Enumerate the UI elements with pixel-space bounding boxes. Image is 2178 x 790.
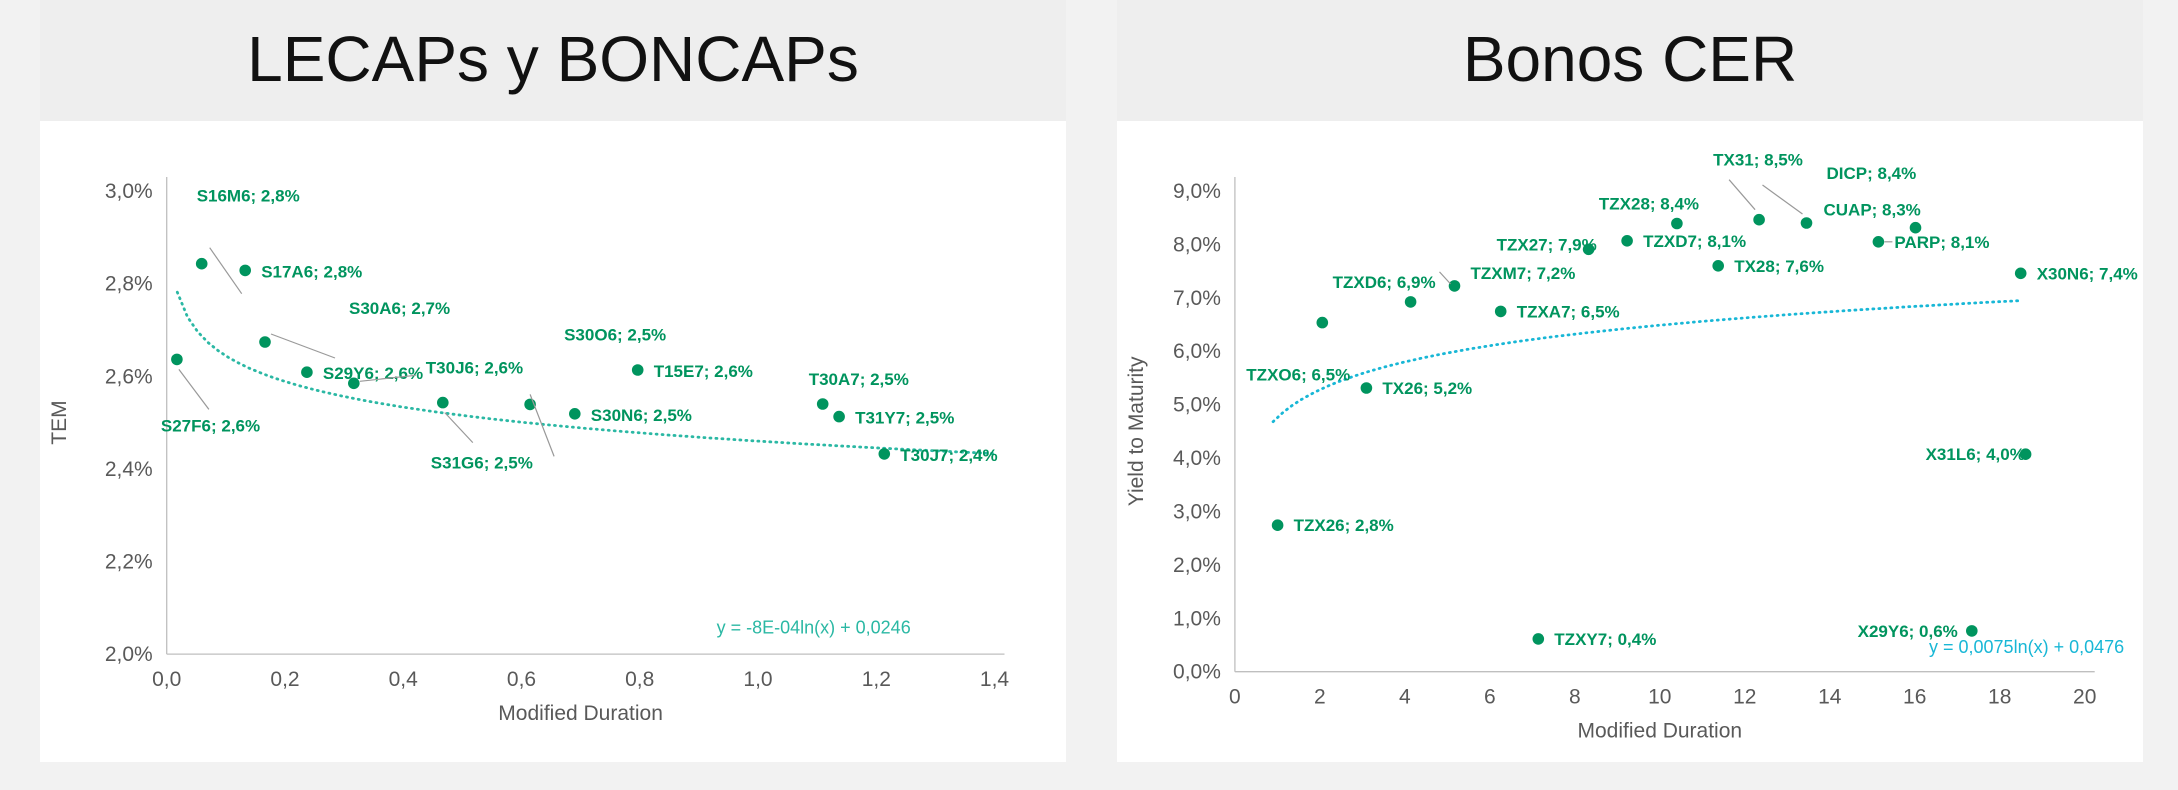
svg-text:TZXO6; 6,5%: TZXO6; 6,5% <box>1246 366 1350 385</box>
svg-text:2: 2 <box>1314 686 1326 709</box>
svg-text:0,0%: 0,0% <box>1173 661 1221 684</box>
svg-text:S30N6; 2,5%: S30N6; 2,5% <box>591 406 692 425</box>
svg-text:Modified Duration: Modified Duration <box>498 702 663 725</box>
svg-text:X29Y6; 0,6%: X29Y6; 0,6% <box>1858 622 1958 641</box>
svg-text:T31Y7; 2,5%: T31Y7; 2,5% <box>855 409 954 428</box>
svg-text:8: 8 <box>1569 686 1581 709</box>
svg-text:1,0%: 1,0% <box>1173 607 1221 630</box>
svg-text:TZXY7; 0,4%: TZXY7; 0,4% <box>1554 630 1656 649</box>
svg-text:TZXD7; 8,1%: TZXD7; 8,1% <box>1643 232 1746 251</box>
svg-text:CUAP; 8,3%: CUAP; 8,3% <box>1824 201 1921 220</box>
svg-text:S31G6; 2,5%: S31G6; 2,5% <box>431 454 533 473</box>
svg-text:4,0%: 4,0% <box>1173 447 1221 470</box>
svg-text:T15E7; 2,6%: T15E7; 2,6% <box>654 362 753 381</box>
svg-text:TZX27; 7,9%: TZX27; 7,9% <box>1497 235 1597 254</box>
svg-text:1,2: 1,2 <box>862 668 891 691</box>
svg-text:TZX26; 2,8%: TZX26; 2,8% <box>1294 516 1394 535</box>
svg-text:TZXA7; 6,5%: TZXA7; 6,5% <box>1517 302 1620 321</box>
svg-text:TZX28; 8,4%: TZX28; 8,4% <box>1599 195 1699 214</box>
svg-text:7,0%: 7,0% <box>1173 287 1221 310</box>
svg-text:y = 0,0075ln(x) + 0,0476: y = 0,0075ln(x) + 0,0476 <box>1929 637 2124 657</box>
svg-text:6,0%: 6,0% <box>1173 340 1221 363</box>
svg-text:T30A7; 2,5%: T30A7; 2,5% <box>809 370 909 389</box>
svg-text:Modified Duration: Modified Duration <box>1578 720 1743 743</box>
svg-text:3,0%: 3,0% <box>1173 501 1221 524</box>
svg-text:2,0%: 2,0% <box>105 643 153 666</box>
svg-text:DICP; 8,4%: DICP; 8,4% <box>1827 164 1917 183</box>
svg-text:Yield to Maturity: Yield to Maturity <box>1125 356 1148 506</box>
svg-text:0,0: 0,0 <box>152 668 181 691</box>
svg-text:2,6%: 2,6% <box>105 365 153 388</box>
svg-text:18: 18 <box>1988 686 2011 709</box>
svg-text:2,8%: 2,8% <box>105 273 153 296</box>
svg-text:y = -8E-04ln(x) + 0,0246: y = -8E-04ln(x) + 0,0246 <box>717 617 911 637</box>
svg-text:2,2%: 2,2% <box>105 551 153 574</box>
svg-text:X30N6; 7,4%: X30N6; 7,4% <box>2037 264 2138 283</box>
svg-text:4: 4 <box>1399 686 1411 709</box>
svg-text:16: 16 <box>1903 686 1926 709</box>
svg-text:10: 10 <box>1648 686 1671 709</box>
svg-text:9,0%: 9,0% <box>1173 180 1221 203</box>
svg-text:TX26; 5,2%: TX26; 5,2% <box>1382 379 1472 398</box>
svg-text:14: 14 <box>1818 686 1842 709</box>
svg-text:TX31; 8,5%: TX31; 8,5% <box>1713 151 1803 170</box>
svg-text:5,0%: 5,0% <box>1173 394 1221 417</box>
svg-text:0,6: 0,6 <box>507 668 536 691</box>
svg-text:PARP; 8,1%: PARP; 8,1% <box>1894 233 1989 252</box>
svg-text:2,4%: 2,4% <box>105 458 153 481</box>
svg-text:TX28; 7,6%: TX28; 7,6% <box>1734 257 1824 276</box>
svg-text:3,0%: 3,0% <box>105 180 153 203</box>
svg-text:S17A6; 2,8%: S17A6; 2,8% <box>261 262 362 281</box>
svg-text:1,4: 1,4 <box>980 668 1010 691</box>
svg-text:S30O6; 2,5%: S30O6; 2,5% <box>564 325 666 344</box>
svg-text:TZXD6; 6,9%: TZXD6; 6,9% <box>1333 273 1436 292</box>
svg-text:T30J7; 2,4%: T30J7; 2,4% <box>900 446 997 465</box>
svg-text:TEM: TEM <box>48 400 71 444</box>
svg-text:8,0%: 8,0% <box>1173 233 1221 256</box>
svg-text:0: 0 <box>1229 686 1241 709</box>
svg-text:6: 6 <box>1484 686 1496 709</box>
svg-text:12: 12 <box>1733 686 1756 709</box>
svg-text:1,0: 1,0 <box>743 668 772 691</box>
svg-text:S27F6; 2,6%: S27F6; 2,6% <box>161 416 260 435</box>
svg-text:2,0%: 2,0% <box>1173 554 1221 577</box>
svg-text:S30A6; 2,7%: S30A6; 2,7% <box>349 299 450 318</box>
svg-text:0,4: 0,4 <box>389 668 419 691</box>
svg-text:0,8: 0,8 <box>625 668 654 691</box>
svg-text:X31L6; 4,0%: X31L6; 4,0% <box>1926 445 2025 464</box>
svg-text:20: 20 <box>2073 686 2096 709</box>
svg-text:TZXM7; 7,2%: TZXM7; 7,2% <box>1471 264 1576 283</box>
svg-text:S16M6; 2,8%: S16M6; 2,8% <box>197 187 300 206</box>
svg-text:0,2: 0,2 <box>270 668 299 691</box>
svg-text:T30J6; 2,6%: T30J6; 2,6% <box>426 358 523 377</box>
